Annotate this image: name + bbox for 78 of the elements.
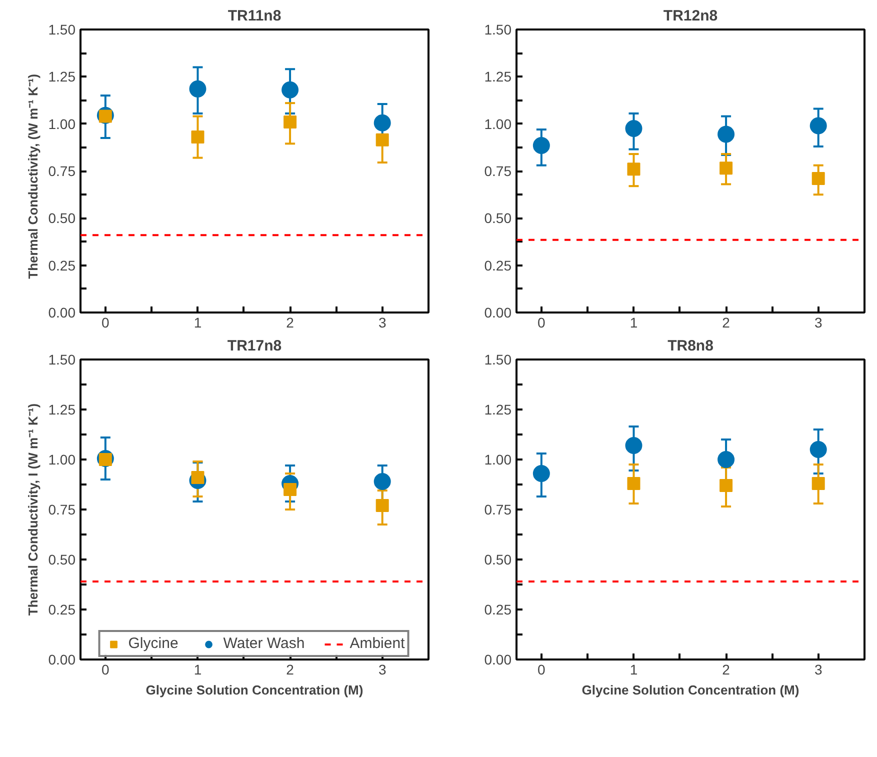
y-tick-label: 0.50 [484, 210, 512, 226]
chart-title: TR17n8 [227, 338, 282, 354]
y-tick-label: 1.00 [484, 116, 512, 132]
chart-title: TR8n8 [668, 338, 714, 354]
point [189, 80, 206, 98]
point [191, 130, 204, 144]
x-tick-label: 2 [722, 662, 730, 678]
point [718, 451, 735, 468]
y-axis-title: Thermal Conductivity, I (W m⁻¹ K⁻¹) [25, 403, 40, 616]
point [284, 483, 297, 496]
x-tick-label: 0 [102, 662, 110, 678]
x-tick-label: 2 [286, 662, 294, 678]
point [376, 133, 389, 146]
y-tick-label: 0.50 [48, 552, 76, 568]
x-tick-label: 3 [378, 314, 386, 330]
chart-title: TR12n8 [663, 8, 718, 24]
x-tick-label: 0 [538, 314, 546, 330]
x-axis-title: Glycine Solution Concentration (M) [146, 682, 364, 698]
point [284, 115, 297, 128]
y-tick-label: 0.00 [48, 304, 76, 320]
x-tick-label: 3 [814, 314, 822, 330]
chart-title: TR11n8 [228, 8, 282, 24]
y-tick-label: 0.50 [48, 210, 76, 226]
y-tick-label: 0.25 [48, 602, 76, 618]
point [532, 137, 550, 154]
point [627, 477, 640, 490]
y-tick-label: 0.00 [484, 304, 512, 320]
y-tick-label: 0.25 [484, 602, 512, 618]
point [625, 437, 642, 454]
point [812, 172, 825, 186]
y-tick-label: 1.25 [48, 68, 76, 85]
point [374, 114, 391, 132]
y-tick-label: 1.25 [48, 402, 76, 418]
y-tick-label: 0.00 [48, 652, 76, 668]
x-tick-label: 0 [102, 314, 110, 330]
x-tick-label: 3 [814, 662, 822, 678]
y-tick-label: 1.50 [48, 22, 76, 38]
y-tick-label: 0.00 [484, 652, 512, 668]
point [282, 81, 299, 98]
y-tick-label: 1.50 [484, 22, 512, 38]
y-axis-title: Thermal Conductivity, (W m⁻¹ K⁻¹) [25, 74, 40, 279]
point [810, 117, 827, 134]
point [625, 120, 642, 138]
legend-label: Ambient [350, 635, 405, 652]
x-tick-label: 1 [194, 662, 202, 678]
point [718, 126, 735, 143]
y-tick-label: 0.25 [48, 257, 76, 274]
y-tick-label: 1.25 [484, 402, 512, 418]
legend-label: Glycine [128, 635, 178, 652]
point [720, 162, 733, 175]
point [374, 473, 391, 490]
point [376, 499, 389, 512]
point [627, 162, 640, 176]
y-tick-label: 0.25 [484, 257, 512, 274]
x-tick-label: 3 [378, 662, 386, 678]
x-tick-label: 1 [630, 314, 638, 330]
y-tick-label: 0.75 [48, 163, 76, 179]
y-tick-label: 0.75 [484, 163, 512, 179]
x-tick-label: 1 [194, 314, 202, 330]
y-tick-label: 1.50 [48, 352, 76, 368]
point [812, 477, 825, 490]
y-tick-label: 0.75 [48, 502, 76, 518]
y-tick-label: 1.00 [48, 116, 76, 132]
x-tick-label: 2 [722, 314, 730, 330]
y-tick-label: 0.50 [484, 552, 512, 568]
x-tick-label: 1 [630, 662, 638, 678]
y-tick-label: 1.00 [484, 452, 512, 468]
x-tick-label: 0 [538, 662, 546, 678]
y-tick-label: 1.00 [48, 452, 76, 468]
x-axis-title: Glycine Solution Concentration (M) [582, 682, 800, 698]
y-tick-label: 0.75 [484, 502, 512, 518]
y-tick-label: 1.50 [484, 352, 512, 368]
point [720, 479, 733, 492]
y-tick-label: 1.25 [484, 68, 512, 85]
point [810, 441, 827, 458]
legend-label: Water Wash [223, 635, 305, 652]
x-tick-label: 2 [286, 314, 294, 330]
point [532, 465, 550, 482]
